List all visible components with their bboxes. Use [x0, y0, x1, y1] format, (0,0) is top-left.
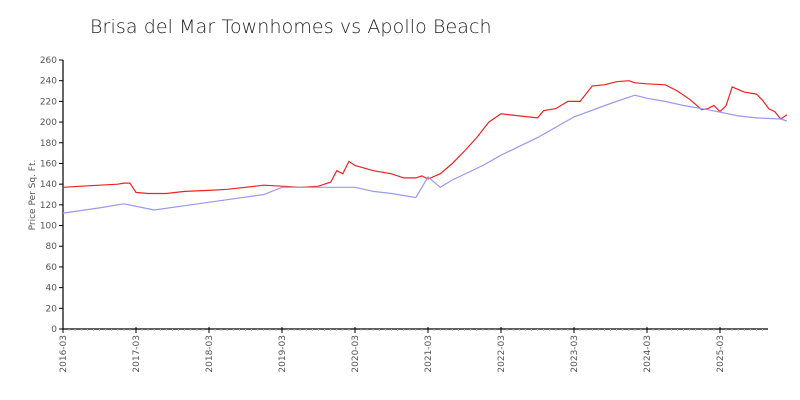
y-tick-label: 120	[40, 201, 57, 211]
x-tick-label: 2025-03	[716, 335, 726, 373]
y-tick-label: 240	[40, 77, 57, 87]
y-tick-label: 20	[46, 304, 58, 314]
x-tick-label: 2023-03	[570, 335, 580, 373]
x-tick-label: 2022-03	[497, 335, 507, 373]
y-tick-label: 260	[40, 56, 57, 66]
y-tick-label: 180	[40, 139, 57, 149]
x-axis: 2016-03 2017-03 2018-03 2019-03 2020-03 2021-…	[59, 327, 768, 373]
y-tick-label: 200	[40, 118, 57, 128]
y-tick-label: 220	[40, 97, 57, 107]
series-lines	[62, 80, 788, 214]
x-tick-label: 2017-03	[132, 335, 142, 373]
y-tick-label: 100	[40, 222, 57, 232]
y-tick-label: 140	[40, 180, 57, 190]
y-tick-label: 40	[46, 284, 58, 294]
x-tick-label: 2019-03	[278, 335, 288, 373]
y-axis-label: Price Per Sq. Ft.	[28, 160, 38, 231]
y-tick-label: 60	[46, 263, 58, 273]
y-tick-label: 0	[51, 325, 57, 335]
x-tick-label: 2024-03	[643, 335, 653, 373]
series-line-apollo-beach	[62, 94, 788, 214]
series-line-brisa-del-mar	[62, 80, 788, 195]
y-tick-label: 80	[46, 242, 58, 252]
x-tick-label: 2021-03	[424, 335, 434, 373]
y-tick-label: 160	[40, 159, 57, 169]
y-axis: 0 20 40 60 80 100 120 140 160 180 200 220 240 260	[40, 56, 64, 335]
x-tick-label: 2018-03	[205, 335, 215, 373]
chart-title: Brisa del Mar Townhomes vs Apollo Beach	[90, 16, 492, 38]
x-tick-label: 2016-03	[59, 335, 69, 373]
x-tick-label: 2020-03	[351, 335, 361, 373]
